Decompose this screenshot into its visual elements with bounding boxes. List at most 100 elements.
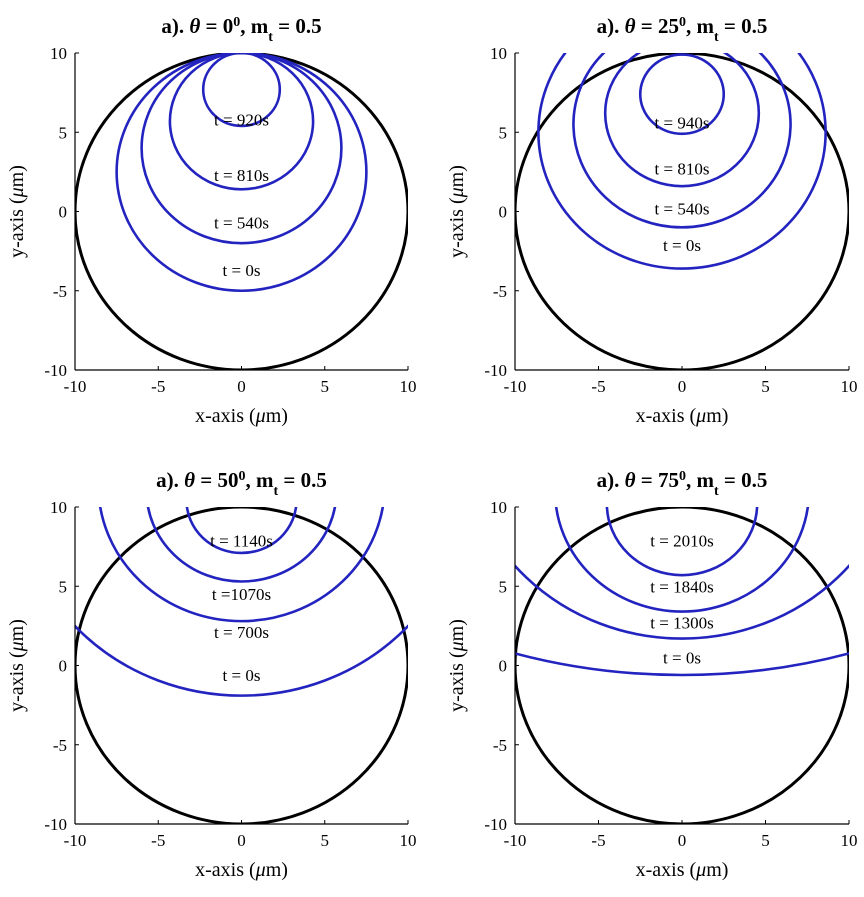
contour-line-2 [572,53,792,229]
contour-label-4: t = 920s [214,111,269,130]
y-axis-label-part: μ [6,187,28,198]
x-axis-label: x-axis (μm) [636,405,729,427]
contour-line-4 [201,53,282,128]
y-axis-label-part: y-axis ( [6,197,28,258]
y-tick-label: 10 [50,498,67,517]
x-axis-label-part: μ [255,405,266,427]
title-part: , m [245,468,274,492]
title-part: 0 [679,469,686,484]
chart-title: a). θ = 00, mt = 0.5 [161,14,321,45]
y-tick-label: -5 [53,736,67,755]
x-tick-label: 0 [237,831,246,850]
contour-line-3 [168,53,315,191]
title-part: = [636,468,658,492]
y-tick-label: 5 [59,123,68,142]
y-tick-label: 5 [59,577,68,596]
title-part: = [200,14,222,38]
y-axis-label: y-axis (μm) [6,619,28,712]
y-tick-label: -10 [484,361,507,380]
y-tick-label: 0 [499,203,508,222]
title-part: , m [686,14,715,38]
contour-line-3 [146,507,337,583]
y-axis-label-part: y-axis ( [6,651,28,712]
x-axis-label-part: m) [266,859,288,881]
contour-label-2: t = 1300s [650,614,713,633]
panel-3: a). θ = 500, mt = 0.5 t = 0s t = 700s t = 10… [6,468,417,881]
contour-line-2 [98,507,385,623]
x-axis-label-part: m) [266,405,288,427]
y-axis-label: y-axis (μm) [446,165,468,258]
chart-title: a). θ = 250, mt = 0.5 [597,14,768,45]
contour-line-1 [115,53,368,293]
title-part: 0 [238,469,245,484]
title-part: = 0.5 [273,14,322,38]
x-axis-label-part: μ [695,859,706,881]
y-axis-label-part: m) [446,619,468,641]
chart-title: a). θ = 500, mt = 0.5 [156,468,327,499]
y-tick-label: -5 [493,736,507,755]
x-axis-label-part: x-axis ( [195,405,256,427]
y-tick-label: -5 [493,282,507,301]
contour-label-3: t = 810s [214,166,269,185]
chart-title: a). θ = 750, mt = 0.5 [597,468,768,499]
contour-label-1: t = 0s [663,236,701,255]
title-part: t [273,484,278,499]
x-axis-label-part: m) [706,859,728,881]
contour-label-2: t = 540s [655,199,710,218]
x-axis-label-part: μ [695,405,706,427]
contour-label-1: t = 0s [223,666,261,685]
y-tick-label: 10 [490,44,507,63]
contour-line-3 [603,53,761,188]
title-part: 0 [223,14,234,38]
title-part: a). [156,468,184,492]
y-axis-label-part: μ [446,187,468,198]
x-axis-label: x-axis (μm) [636,859,729,881]
contour-label-3: t = 810s [655,160,710,179]
x-axis-label-part: x-axis ( [636,859,697,881]
x-tick-label: 5 [761,831,770,850]
title-part: = [195,468,217,492]
x-tick-label: -5 [591,831,605,850]
y-tick-label: 10 [50,44,67,63]
y-tick-label: 0 [499,657,508,676]
y-axis-label-part: μ [6,641,28,652]
y-axis-label-part: μ [446,641,468,652]
title-part: θ [625,14,636,38]
x-tick-label: -5 [591,377,605,396]
y-axis-label-part: m) [6,165,28,187]
x-tick-label: 0 [678,831,687,850]
x-tick-label: 5 [761,377,770,396]
contour-label-4: t = 1140s [210,531,273,550]
title-part: θ [625,468,636,492]
y-axis-label-part: y-axis ( [446,197,468,258]
title-part: 75 [658,468,679,492]
contour-label-2: t = 540s [214,214,269,233]
contour-line-3 [554,507,810,613]
x-axis-label: x-axis (μm) [195,405,288,427]
contour-label-3: t = 1840s [650,577,713,596]
y-tick-label: 5 [499,577,508,596]
x-tick-label: -5 [151,831,165,850]
y-tick-label: -5 [53,282,67,301]
panel-2: a). θ = 250, mt = 0.5 t = 0s t = 540s t = 8… [446,14,858,427]
title-part: , m [686,468,715,492]
y-tick-label: 0 [59,203,68,222]
title-part: t [714,484,719,499]
title-part: 0 [679,15,686,30]
title-part: t [714,30,719,45]
contour-line-4 [605,507,759,577]
x-tick-label: 10 [400,831,417,850]
contour-line-4 [638,53,726,136]
x-axis-label-part: m) [706,405,728,427]
y-axis-label-part: y-axis ( [446,651,468,712]
contour-line-1 [75,624,408,697]
contour-label-2: t = 700s [214,623,269,642]
x-tick-label: 5 [321,831,330,850]
title-part: t [268,30,273,45]
contour-label-4: t = 940s [655,114,710,133]
title-part: = 0.5 [719,14,768,38]
